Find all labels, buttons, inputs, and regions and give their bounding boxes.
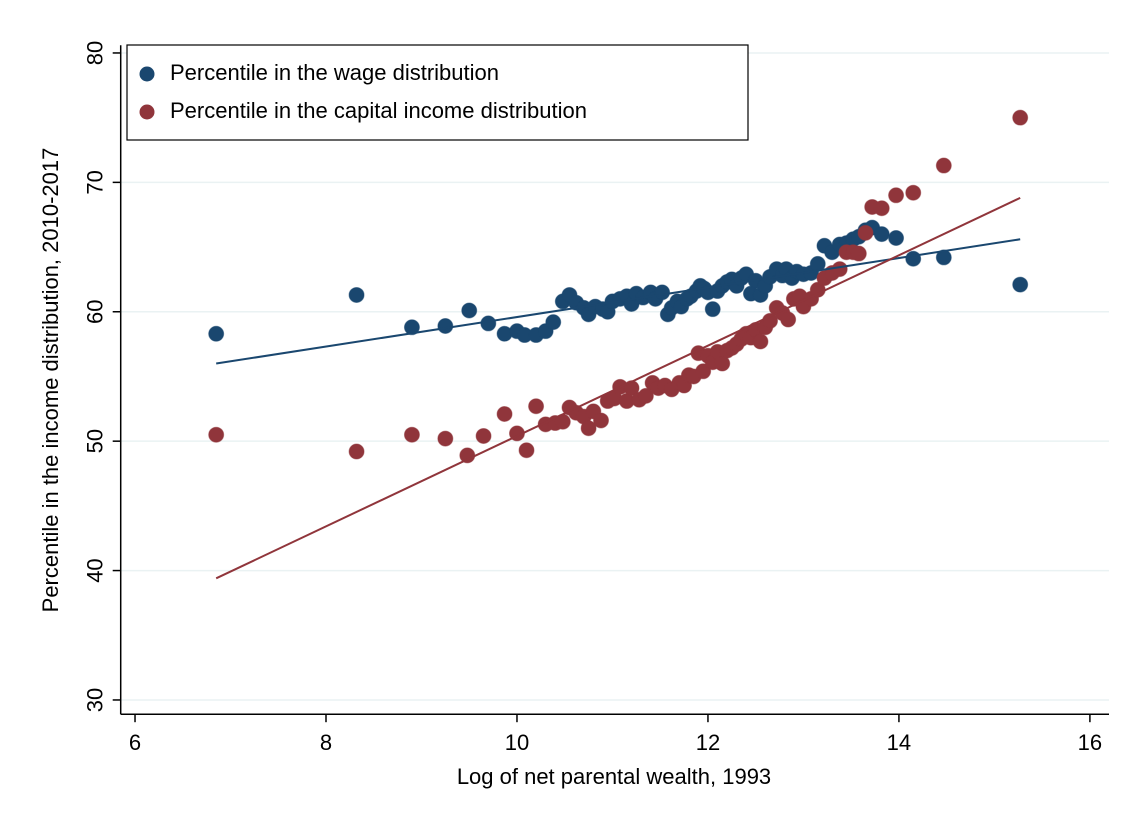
point [403, 319, 420, 336]
point [480, 315, 497, 332]
point [888, 230, 905, 247]
point [496, 405, 513, 422]
point [752, 333, 769, 350]
point [935, 249, 952, 266]
point [873, 200, 890, 217]
point [208, 426, 225, 443]
point [461, 302, 478, 319]
legend-label: Percentile in the capital income distrib… [170, 98, 587, 123]
legend: Percentile in the wage distribution Perce… [126, 44, 749, 141]
x-tick-label: 6 [129, 730, 141, 755]
point [208, 325, 225, 342]
point [654, 284, 671, 301]
point [935, 157, 952, 174]
y-tick-label: 80 [83, 41, 108, 65]
point [905, 250, 922, 267]
point [545, 314, 562, 331]
point [704, 301, 721, 318]
point [905, 184, 922, 201]
y-tick-label: 30 [83, 688, 108, 712]
point [888, 187, 905, 204]
point [857, 224, 874, 241]
point [637, 387, 654, 404]
point [403, 426, 420, 443]
point [459, 447, 476, 464]
x-tick-label: 14 [887, 730, 911, 755]
x-tick-label: 16 [1078, 730, 1102, 755]
x-axis-label: Log of net parental wealth, 1993 [457, 764, 771, 789]
legend-label: Percentile in the wage distribution [170, 60, 499, 85]
fit-line [215, 196, 1021, 580]
legend-marker [139, 66, 155, 82]
point [348, 443, 365, 460]
y-tick-label: 70 [83, 170, 108, 194]
point [475, 427, 492, 444]
y-tick-label: 40 [83, 558, 108, 582]
point [518, 442, 535, 459]
point [528, 398, 545, 415]
x-tick-label: 10 [505, 730, 529, 755]
legend-marker [139, 104, 155, 120]
y-tick-label: 60 [83, 300, 108, 324]
x-tick-label: 8 [320, 730, 332, 755]
y-axis-label: Percentile in the income distribution, 2… [38, 148, 63, 613]
point [437, 430, 454, 447]
point [873, 226, 890, 243]
point [593, 412, 610, 429]
point [850, 245, 867, 262]
legend-box [126, 44, 749, 141]
point [1012, 109, 1029, 126]
x-tick-label: 12 [696, 730, 720, 755]
point [580, 420, 597, 437]
point [348, 286, 365, 303]
point [831, 261, 848, 278]
point [780, 311, 797, 328]
y-tick-label: 50 [83, 429, 108, 453]
fit-line [216, 238, 1021, 365]
point [437, 317, 454, 334]
point [1012, 276, 1029, 293]
